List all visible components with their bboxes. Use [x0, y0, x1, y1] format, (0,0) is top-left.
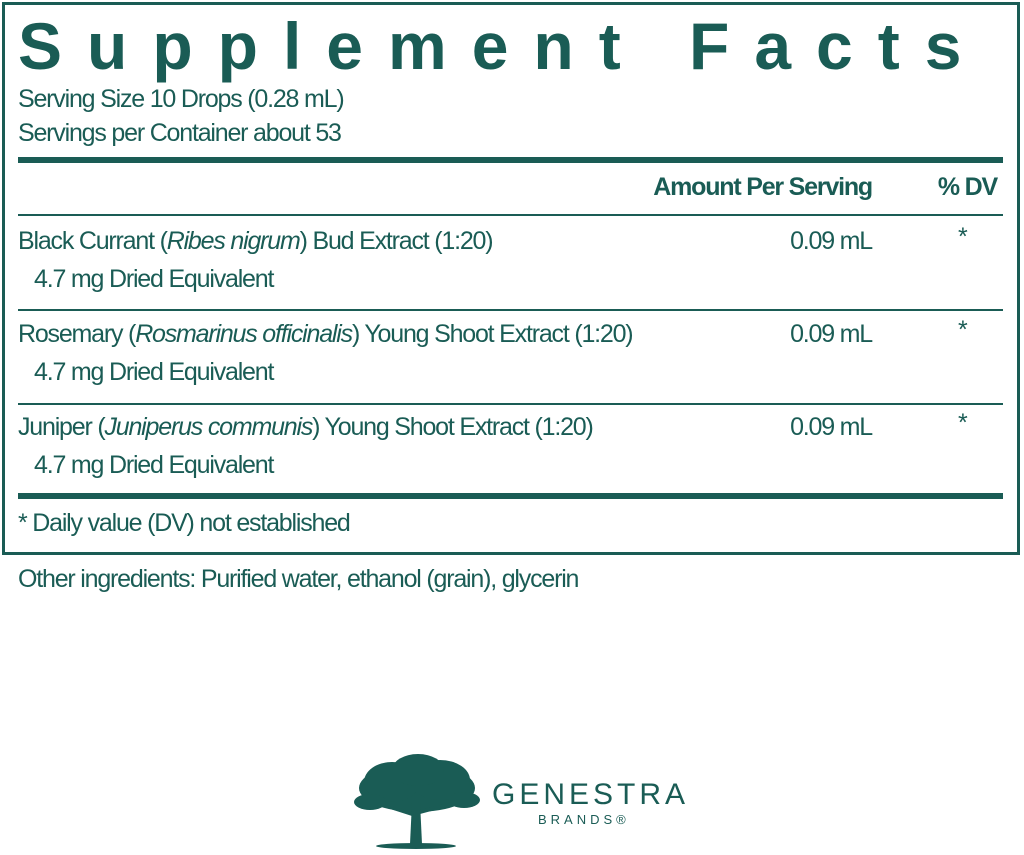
- other-ingredients: Other ingredients: Purified water, ethan…: [18, 565, 579, 593]
- dv: *: [958, 316, 968, 344]
- dried-equivalent: 4.7 mg Dried Equivalent: [34, 451, 274, 479]
- divider-thick: [18, 493, 1003, 499]
- oak-tree-icon: [354, 754, 480, 849]
- divider-thick: [18, 157, 1003, 163]
- amount: 0.09 mL: [790, 320, 873, 348]
- ingredient-extract: ) Young Shoot Extract (1:20): [312, 413, 594, 441]
- divider: [18, 403, 1003, 405]
- ingredient-name: Rosemary (: [18, 320, 136, 348]
- divider: [18, 309, 1003, 311]
- ingredient-extract: ) Young Shoot Extract (1:20): [351, 320, 634, 348]
- supplement-facts-panel: [2, 2, 1020, 555]
- dried-equivalent: 4.7 mg Dried Equivalent: [34, 265, 274, 293]
- amount: 0.09 mL: [790, 227, 873, 255]
- ingredient-name: Juniper (: [18, 413, 106, 441]
- serving-size: Serving Size 10 Drops (0.28 mL): [18, 85, 345, 113]
- servings-per-container: Servings per Container about 53: [18, 119, 342, 147]
- brand-sub: BRANDS®: [538, 812, 630, 827]
- latin-name: Rosmarinus officinalis: [135, 320, 353, 348]
- header-dv: % DV: [937, 173, 998, 201]
- footnote: * Daily value (DV) not established: [18, 509, 351, 537]
- header-amount: Amount Per Serving: [653, 173, 873, 201]
- latin-name: Ribes nigrum: [166, 227, 301, 255]
- dv: *: [958, 409, 968, 437]
- latin-name: Juniperus communis: [104, 413, 313, 441]
- dried-equivalent: 4.7 mg Dried Equivalent: [34, 358, 274, 386]
- ingredient-extract: ) Bud Extract (1:20): [299, 227, 494, 255]
- divider: [18, 214, 1003, 216]
- brand-name: GENESTRA: [492, 778, 690, 811]
- panel-title: Supplement Facts: [18, 9, 987, 83]
- ingredient-name: Black Currant (: [18, 227, 168, 255]
- dv: *: [958, 223, 968, 251]
- amount: 0.09 mL: [790, 413, 873, 441]
